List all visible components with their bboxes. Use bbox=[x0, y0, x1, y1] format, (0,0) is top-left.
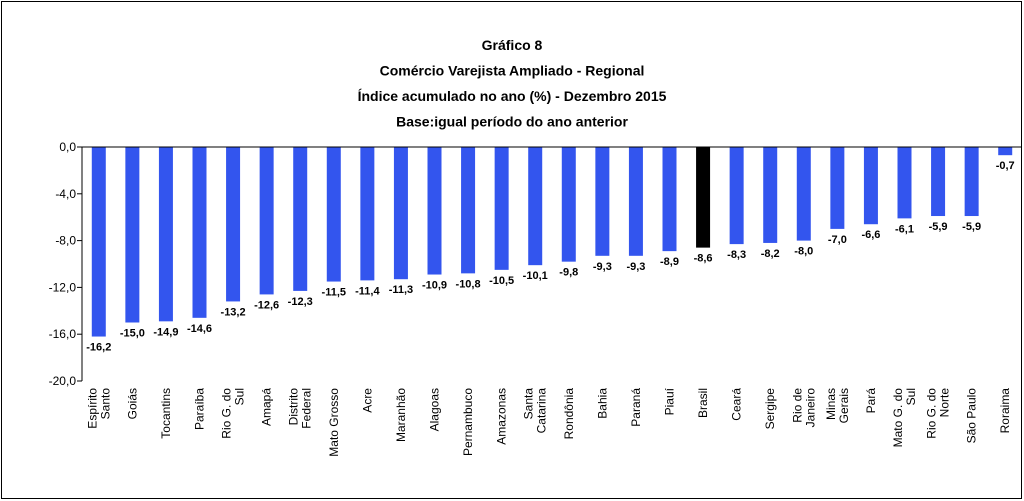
value-label: -10,9 bbox=[422, 280, 447, 292]
value-label: -13,2 bbox=[221, 306, 246, 318]
bar bbox=[964, 147, 979, 217]
bar bbox=[192, 147, 207, 318]
value-label: -14,9 bbox=[153, 326, 178, 338]
x-tick-label: EspíritoSanto bbox=[85, 388, 112, 429]
bar bbox=[696, 147, 711, 248]
x-tick-label: Piauí bbox=[663, 387, 677, 415]
x-tick-label: Alagoas bbox=[428, 388, 442, 431]
value-label: -8,2 bbox=[761, 248, 780, 260]
bar bbox=[494, 147, 509, 270]
bar bbox=[461, 147, 476, 274]
y-tick-label: -20,0 bbox=[49, 374, 77, 388]
bar bbox=[998, 147, 1013, 156]
bar bbox=[125, 147, 140, 323]
bar bbox=[293, 147, 308, 291]
x-tick-label: SantaCatarina bbox=[522, 388, 549, 434]
value-label: -8,6 bbox=[694, 253, 713, 265]
y-tick-label: -16,0 bbox=[49, 327, 77, 341]
x-tick-label: Amazonas bbox=[495, 388, 509, 445]
y-tick-label: -8,0 bbox=[55, 234, 76, 248]
value-label: -6,1 bbox=[895, 223, 914, 235]
value-label: -5,9 bbox=[929, 221, 948, 233]
value-label: -11,5 bbox=[322, 287, 346, 299]
bar bbox=[662, 147, 677, 252]
value-label: -6,6 bbox=[861, 229, 880, 241]
value-label: -14,6 bbox=[187, 323, 212, 335]
x-tick-label: Paraná bbox=[629, 388, 643, 427]
value-label: -10,1 bbox=[523, 270, 548, 282]
bar bbox=[528, 147, 543, 266]
x-tick-label: Sergipe bbox=[763, 388, 777, 430]
chart-title: Base:igual período do ano anterior bbox=[396, 114, 628, 130]
bar bbox=[427, 147, 442, 275]
value-label: -8,0 bbox=[794, 246, 813, 258]
x-tick-label: Paraíba bbox=[193, 388, 207, 430]
value-label: -11,4 bbox=[355, 285, 380, 297]
x-tick-label: Goiás bbox=[125, 388, 139, 419]
value-label: -12,3 bbox=[288, 296, 313, 308]
bar bbox=[897, 147, 912, 219]
x-tick-label: Pernambuco bbox=[461, 388, 475, 456]
bar bbox=[796, 147, 811, 241]
y-tick-label: 0,0 bbox=[59, 140, 76, 154]
x-tick-label: Pará bbox=[864, 388, 878, 414]
bar bbox=[393, 147, 408, 280]
x-tick-label: Rio deJaneiro bbox=[790, 388, 817, 428]
bar bbox=[561, 147, 576, 262]
x-tick-label: Brasil bbox=[696, 388, 710, 418]
value-label: -9,3 bbox=[626, 261, 645, 273]
bar bbox=[863, 147, 878, 225]
value-label: -9,3 bbox=[593, 261, 612, 273]
bar bbox=[326, 147, 341, 282]
bar bbox=[931, 147, 946, 217]
x-tick-label: Mato Grosso bbox=[327, 388, 341, 457]
value-label: -11,3 bbox=[389, 284, 413, 296]
x-tick-label: Rio G. doNorte bbox=[925, 388, 952, 439]
x-tick-label: Amapá bbox=[260, 388, 274, 426]
x-tick-label: MinasGerais bbox=[824, 388, 851, 423]
x-tick-label: Tocantins bbox=[159, 388, 173, 439]
x-tick-label: Acre bbox=[360, 388, 374, 413]
x-tick-label: Roraima bbox=[998, 388, 1012, 434]
value-label: -0,7 bbox=[996, 160, 1015, 172]
bar bbox=[226, 147, 241, 302]
value-label: -15,0 bbox=[120, 328, 145, 340]
bar bbox=[729, 147, 744, 245]
x-tick-label: São Paulo bbox=[965, 388, 979, 444]
x-tick-label: Bahia bbox=[595, 388, 609, 419]
value-label: -16,2 bbox=[86, 342, 111, 354]
bar bbox=[259, 147, 274, 295]
bar bbox=[595, 147, 610, 256]
bar bbox=[628, 147, 643, 256]
value-label: -12,6 bbox=[254, 299, 279, 311]
value-label: -10,5 bbox=[489, 275, 514, 287]
value-label: -10,8 bbox=[456, 278, 481, 290]
bar bbox=[360, 147, 375, 281]
bar bbox=[830, 147, 845, 229]
value-label: -9,8 bbox=[559, 267, 578, 279]
chart-title: Índice acumulado no ano (%) - Dezembro 2… bbox=[358, 88, 667, 104]
x-tick-label: Rondônia bbox=[562, 388, 576, 440]
x-tick-label: Mato G. doSul bbox=[891, 388, 918, 448]
x-tick-label: Rio G. doSul bbox=[220, 388, 247, 439]
y-tick-label: -4,0 bbox=[55, 187, 76, 201]
x-tick-label: Maranhão bbox=[394, 388, 408, 442]
bar bbox=[158, 147, 173, 322]
bar bbox=[91, 147, 106, 337]
chart-title: Gráfico 8 bbox=[482, 37, 543, 53]
value-label: -7,0 bbox=[828, 234, 847, 246]
value-label: -8,9 bbox=[660, 256, 679, 268]
x-tick-label: Ceará bbox=[730, 388, 744, 421]
chart-title: Comércio Varejista Ampliado - Regional bbox=[380, 63, 645, 79]
value-label: -5,9 bbox=[962, 221, 981, 233]
bar bbox=[763, 147, 778, 243]
y-tick-label: -12,0 bbox=[49, 280, 77, 294]
value-label: -8,3 bbox=[727, 249, 746, 261]
x-tick-label: DistritoFederal bbox=[287, 388, 314, 429]
